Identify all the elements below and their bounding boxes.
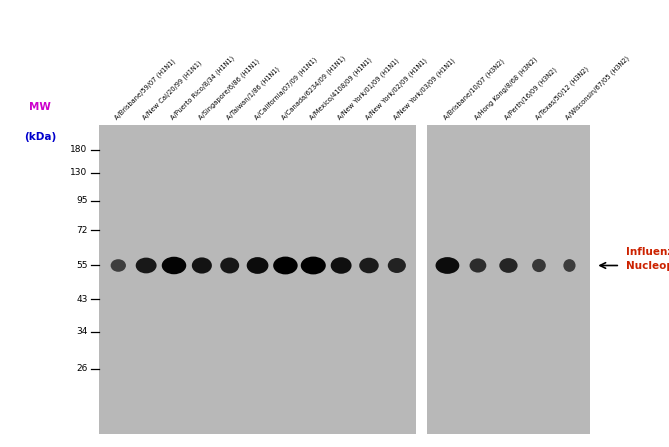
Text: 180: 180	[70, 145, 88, 154]
Text: 55: 55	[76, 261, 88, 270]
Ellipse shape	[532, 259, 546, 272]
Ellipse shape	[273, 257, 298, 274]
Text: A/Puerto Rico/8/34 (H1N1): A/Puerto Rico/8/34 (H1N1)	[169, 55, 235, 121]
Text: A/Brisbane/59/07 (H1N1): A/Brisbane/59/07 (H1N1)	[114, 58, 177, 121]
Bar	[427, 125, 590, 434]
Text: A/New Cal/20/99 (H1N1): A/New Cal/20/99 (H1N1)	[142, 59, 203, 121]
Text: 34: 34	[76, 327, 88, 336]
Ellipse shape	[470, 258, 486, 273]
Text: A/California/07/09 (H1N1): A/California/07/09 (H1N1)	[253, 56, 318, 121]
Ellipse shape	[110, 259, 126, 272]
Ellipse shape	[330, 257, 352, 274]
Text: Influenza A virus
Nucleoprotein: Influenza A virus Nucleoprotein	[626, 247, 669, 271]
Text: A/Mexico/4108/09 (H1N1): A/Mexico/4108/09 (H1N1)	[308, 56, 373, 121]
Text: 26: 26	[76, 364, 88, 373]
Bar	[99, 125, 416, 434]
Text: (kDa): (kDa)	[24, 132, 56, 143]
Text: A/New York/03/09 (H1N1): A/New York/03/09 (H1N1)	[392, 57, 456, 121]
Text: 130: 130	[70, 169, 88, 177]
Text: A/Taiwan/1/86 (H1N1): A/Taiwan/1/86 (H1N1)	[225, 65, 280, 121]
Ellipse shape	[301, 257, 326, 274]
Ellipse shape	[388, 258, 406, 273]
Text: A/New York/02/09 (H1N1): A/New York/02/09 (H1N1)	[365, 57, 428, 121]
Ellipse shape	[192, 257, 212, 274]
Text: A/Brisbane/10/07 (H3N2): A/Brisbane/10/07 (H3N2)	[443, 57, 506, 121]
Text: A/Canada/6234/09 (H1N1): A/Canada/6234/09 (H1N1)	[281, 54, 347, 121]
Ellipse shape	[136, 257, 157, 274]
Ellipse shape	[220, 257, 240, 274]
Ellipse shape	[499, 258, 518, 273]
Ellipse shape	[436, 257, 460, 274]
Text: MW: MW	[29, 101, 51, 112]
Text: A/Hong Kong/8/68 (H3N2): A/Hong Kong/8/68 (H3N2)	[474, 55, 539, 121]
Ellipse shape	[247, 257, 268, 274]
Text: A/New York/01/09 (H1N1): A/New York/01/09 (H1N1)	[337, 57, 401, 121]
Text: A/Wisconsin/67/05 (H3N2): A/Wisconsin/67/05 (H3N2)	[565, 55, 631, 121]
Text: 95: 95	[76, 196, 88, 205]
Text: A/Texas/50/12 (H3N2): A/Texas/50/12 (H3N2)	[535, 65, 590, 121]
Text: A/Perth/16/09 (H3N2): A/Perth/16/09 (H3N2)	[504, 66, 559, 121]
Text: 43: 43	[76, 295, 88, 304]
Ellipse shape	[359, 258, 379, 273]
Text: A/Singapore/6/86 (H1N1): A/Singapore/6/86 (H1N1)	[197, 57, 261, 121]
Text: 72: 72	[76, 226, 88, 235]
Ellipse shape	[162, 257, 186, 274]
Ellipse shape	[563, 259, 575, 272]
